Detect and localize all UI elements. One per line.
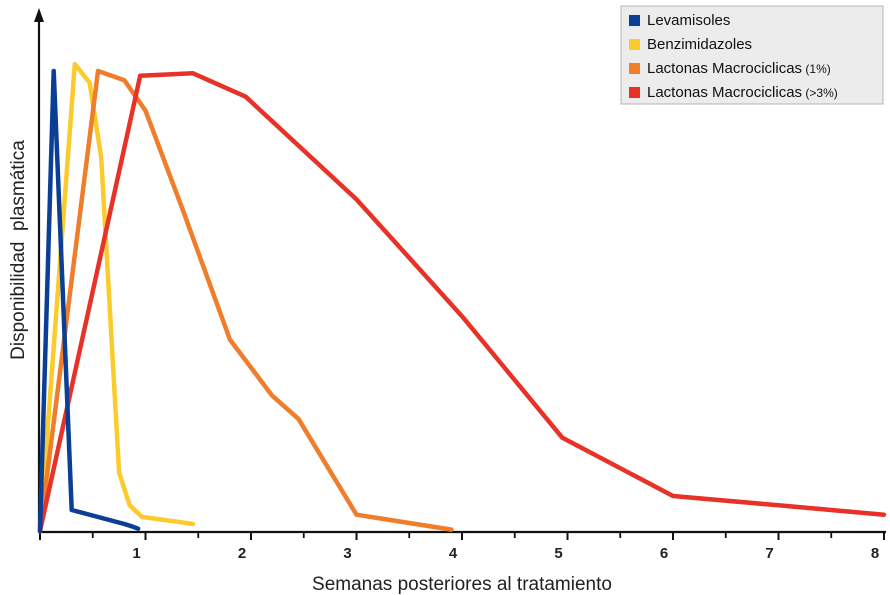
series-layer [37, 61, 887, 534]
legend-box [620, 5, 884, 105]
legend-label-4: Lactonas Macrociclicas (>3%) [647, 84, 838, 101]
series-line-4 [37, 71, 887, 534]
series-line-1 [37, 68, 141, 534]
x-tick-label-5: 5 [554, 545, 562, 562]
legend-swatch-3 [629, 63, 640, 74]
legend-label-3: Lactonas Macrociclicas (1%) [647, 60, 831, 77]
x-axis-minor-ticks [91, 532, 833, 538]
legend-label-2: Benzimidazoles [647, 36, 752, 53]
series-line-3 [37, 68, 454, 534]
x-tick-label-6: 6 [660, 545, 668, 562]
legend: Levamisoles Benzimidazoles Lactonas Macroc… [620, 5, 884, 105]
legend-label-1: Levamisoles [647, 12, 730, 29]
legend-swatch-4 [629, 87, 640, 98]
y-axis-arrow [34, 8, 44, 22]
y-axis-title: Disponibilidad plasmática [8, 140, 29, 360]
legend-items: Levamisoles Benzimidazoles Lactonas Macroc… [629, 12, 838, 101]
x-axis-major-ticks: 1 2 3 4 5 6 7 8 [39, 532, 885, 562]
x-axis-title: Semanas posteriores al tratamiento [312, 574, 612, 595]
x-tick-label-2: 2 [238, 545, 246, 562]
x-tick-label-1: 1 [132, 545, 140, 562]
legend-swatch-2 [629, 39, 640, 50]
x-tick-label-7: 7 [765, 545, 773, 562]
x-tick-label-4: 4 [449, 545, 458, 562]
series-line-2 [37, 61, 196, 534]
x-tick-label-3: 3 [343, 545, 351, 562]
legend-swatch-1 [629, 15, 640, 26]
x-tick-label-8: 8 [871, 545, 879, 562]
